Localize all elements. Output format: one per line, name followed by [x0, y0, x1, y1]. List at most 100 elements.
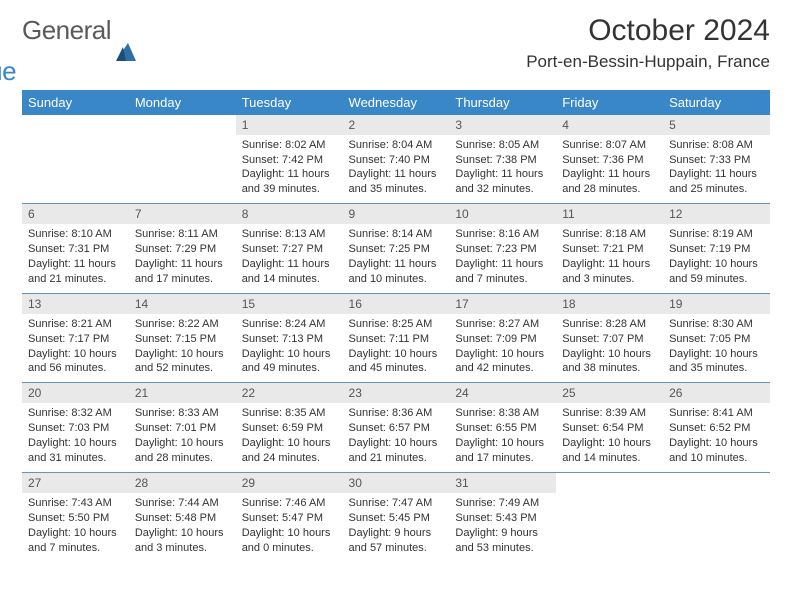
day-body: Sunrise: 8:30 AMSunset: 7:05 PMDaylight:…: [663, 314, 770, 382]
calendar-day-cell: 16Sunrise: 8:25 AMSunset: 7:11 PMDayligh…: [343, 293, 450, 383]
sunrise-text: Sunrise: 8:36 AM: [349, 406, 444, 421]
sunrise-text: Sunrise: 7:44 AM: [135, 496, 230, 511]
header: General Blue October 2024 Port-en-Bessin…: [22, 14, 770, 82]
daylight-text: Daylight: 10 hours and 59 minutes.: [669, 257, 764, 287]
day-body: Sunrise: 7:44 AMSunset: 5:48 PMDaylight:…: [129, 493, 236, 561]
sunset-text: Sunset: 7:07 PM: [562, 332, 657, 347]
sunset-text: Sunset: 7:03 PM: [28, 421, 123, 436]
sunset-text: Sunset: 7:11 PM: [349, 332, 444, 347]
sunrise-text: Sunrise: 8:13 AM: [242, 227, 337, 242]
brand-logo: General Blue: [22, 20, 138, 82]
day-number: 21: [129, 383, 236, 403]
calendar-day-cell: 21Sunrise: 8:33 AMSunset: 7:01 PMDayligh…: [129, 383, 236, 473]
calendar-day-cell: 23Sunrise: 8:36 AMSunset: 6:57 PMDayligh…: [343, 383, 450, 473]
sunrise-text: Sunrise: 8:14 AM: [349, 227, 444, 242]
sunrise-text: Sunrise: 8:39 AM: [562, 406, 657, 421]
calendar-table: Sunday Monday Tuesday Wednesday Thursday…: [22, 90, 770, 562]
daylight-text: Daylight: 10 hours and 7 minutes.: [28, 526, 123, 556]
calendar-day-cell: 14Sunrise: 8:22 AMSunset: 7:15 PMDayligh…: [129, 293, 236, 383]
sunset-text: Sunset: 5:43 PM: [455, 511, 550, 526]
day-body: Sunrise: 7:49 AMSunset: 5:43 PMDaylight:…: [449, 493, 556, 561]
day-body: Sunrise: 8:22 AMSunset: 7:15 PMDaylight:…: [129, 314, 236, 382]
location-subtitle: Port-en-Bessin-Huppain, France: [526, 52, 770, 72]
sunset-text: Sunset: 7:40 PM: [349, 153, 444, 168]
calendar-day-cell: 1Sunrise: 8:02 AMSunset: 7:42 PMDaylight…: [236, 115, 343, 204]
sunset-text: Sunset: 6:54 PM: [562, 421, 657, 436]
weekday-header: Sunday: [22, 90, 129, 115]
day-body: Sunrise: 7:43 AMSunset: 5:50 PMDaylight:…: [22, 493, 129, 561]
sunset-text: Sunset: 7:27 PM: [242, 242, 337, 257]
calendar-day-cell: 8Sunrise: 8:13 AMSunset: 7:27 PMDaylight…: [236, 204, 343, 294]
daylight-text: Daylight: 10 hours and 42 minutes.: [455, 347, 550, 377]
daylight-text: Daylight: 11 hours and 39 minutes.: [242, 167, 337, 197]
daylight-text: Daylight: 11 hours and 35 minutes.: [349, 167, 444, 197]
daylight-text: Daylight: 10 hours and 24 minutes.: [242, 436, 337, 466]
daylight-text: Daylight: 11 hours and 10 minutes.: [349, 257, 444, 287]
day-number: 23: [343, 383, 450, 403]
sunrise-text: Sunrise: 8:21 AM: [28, 317, 123, 332]
daylight-text: Daylight: 10 hours and 21 minutes.: [349, 436, 444, 466]
day-body: Sunrise: 8:07 AMSunset: 7:36 PMDaylight:…: [556, 135, 663, 203]
day-body: Sunrise: 8:08 AMSunset: 7:33 PMDaylight:…: [663, 135, 770, 203]
sunset-text: Sunset: 6:59 PM: [242, 421, 337, 436]
sunset-text: Sunset: 6:52 PM: [669, 421, 764, 436]
calendar-day-cell: 10Sunrise: 8:16 AMSunset: 7:23 PMDayligh…: [449, 204, 556, 294]
sunrise-text: Sunrise: 8:18 AM: [562, 227, 657, 242]
month-title: October 2024: [526, 14, 770, 48]
calendar-day-cell: 9Sunrise: 8:14 AMSunset: 7:25 PMDaylight…: [343, 204, 450, 294]
day-number: 14: [129, 294, 236, 314]
calendar-day-cell: 7Sunrise: 8:11 AMSunset: 7:29 PMDaylight…: [129, 204, 236, 294]
sunrise-text: Sunrise: 8:24 AM: [242, 317, 337, 332]
sunset-text: Sunset: 6:55 PM: [455, 421, 550, 436]
calendar-day-cell: 19Sunrise: 8:30 AMSunset: 7:05 PMDayligh…: [663, 293, 770, 383]
sunset-text: Sunset: 7:21 PM: [562, 242, 657, 257]
sunrise-text: Sunrise: 8:10 AM: [28, 227, 123, 242]
sunrise-text: Sunrise: 7:49 AM: [455, 496, 550, 511]
sunrise-text: Sunrise: 8:38 AM: [455, 406, 550, 421]
brand-sail-icon: [114, 41, 138, 63]
daylight-text: Daylight: 11 hours and 7 minutes.: [455, 257, 550, 287]
day-number: 15: [236, 294, 343, 314]
daylight-text: Daylight: 10 hours and 17 minutes.: [455, 436, 550, 466]
daylight-text: Daylight: 10 hours and 49 minutes.: [242, 347, 337, 377]
sunset-text: Sunset: 5:45 PM: [349, 511, 444, 526]
sunrise-text: Sunrise: 8:22 AM: [135, 317, 230, 332]
daylight-text: Daylight: 10 hours and 31 minutes.: [28, 436, 123, 466]
day-number: 25: [556, 383, 663, 403]
day-number: 4: [556, 115, 663, 135]
day-number: 11: [556, 204, 663, 224]
sunrise-text: Sunrise: 8:28 AM: [562, 317, 657, 332]
day-body: Sunrise: 8:19 AMSunset: 7:19 PMDaylight:…: [663, 224, 770, 292]
calendar-day-cell: 13Sunrise: 8:21 AMSunset: 7:17 PMDayligh…: [22, 293, 129, 383]
day-number: 3: [449, 115, 556, 135]
daylight-text: Daylight: 11 hours and 25 minutes.: [669, 167, 764, 197]
sunset-text: Sunset: 7:25 PM: [349, 242, 444, 257]
day-number: 13: [22, 294, 129, 314]
calendar-day-cell: 31Sunrise: 7:49 AMSunset: 5:43 PMDayligh…: [449, 472, 556, 561]
sunrise-text: Sunrise: 8:25 AM: [349, 317, 444, 332]
day-number: 18: [556, 294, 663, 314]
day-number: 24: [449, 383, 556, 403]
daylight-text: Daylight: 9 hours and 57 minutes.: [349, 526, 444, 556]
day-body: Sunrise: 8:27 AMSunset: 7:09 PMDaylight:…: [449, 314, 556, 382]
daylight-text: Daylight: 10 hours and 14 minutes.: [562, 436, 657, 466]
sunset-text: Sunset: 7:33 PM: [669, 153, 764, 168]
day-body: Sunrise: 8:16 AMSunset: 7:23 PMDaylight:…: [449, 224, 556, 292]
sunset-text: Sunset: 5:48 PM: [135, 511, 230, 526]
day-number: 26: [663, 383, 770, 403]
title-block: October 2024 Port-en-Bessin-Huppain, Fra…: [526, 14, 770, 72]
daylight-text: Daylight: 10 hours and 35 minutes.: [669, 347, 764, 377]
sunset-text: Sunset: 7:36 PM: [562, 153, 657, 168]
day-number: 8: [236, 204, 343, 224]
sunrise-text: Sunrise: 8:32 AM: [28, 406, 123, 421]
day-number: 7: [129, 204, 236, 224]
day-number: 19: [663, 294, 770, 314]
calendar-day-cell: ..: [129, 115, 236, 204]
sunset-text: Sunset: 7:29 PM: [135, 242, 230, 257]
day-body: Sunrise: 7:46 AMSunset: 5:47 PMDaylight:…: [236, 493, 343, 561]
day-number: 6: [22, 204, 129, 224]
day-number: 16: [343, 294, 450, 314]
day-body: Sunrise: 8:02 AMSunset: 7:42 PMDaylight:…: [236, 135, 343, 203]
sunset-text: Sunset: 7:42 PM: [242, 153, 337, 168]
calendar-day-cell: 18Sunrise: 8:28 AMSunset: 7:07 PMDayligh…: [556, 293, 663, 383]
